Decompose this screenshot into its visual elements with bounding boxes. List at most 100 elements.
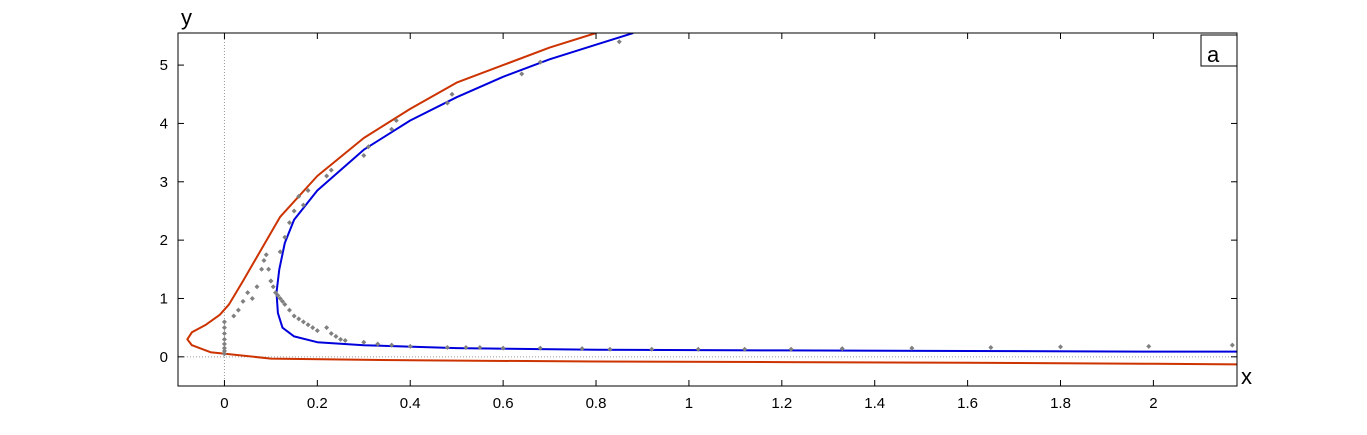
y-tick-label: 5 bbox=[160, 57, 168, 74]
data-point bbox=[361, 153, 367, 159]
data-point bbox=[221, 319, 227, 325]
x-tick-label: 1 bbox=[685, 395, 693, 412]
y-tick-label: 2 bbox=[160, 232, 168, 249]
axes: 0 0.2 0.4 0.6 0.8 1 1.2 1.4 1.6 1.8 2 0 1 2 3 4 5 bbox=[160, 32, 1238, 412]
data-point bbox=[324, 325, 330, 331]
data-point bbox=[270, 284, 276, 290]
data-point bbox=[286, 220, 292, 226]
data-point bbox=[742, 346, 748, 352]
data-point bbox=[407, 343, 413, 349]
y-tick-label: 0 bbox=[160, 349, 168, 366]
data-point bbox=[291, 208, 297, 214]
series-line-0 bbox=[186, 33, 1237, 366]
data-point bbox=[649, 346, 655, 352]
data-point bbox=[365, 144, 371, 150]
data-point bbox=[296, 316, 302, 322]
x-axis-label: x bbox=[1241, 364, 1252, 389]
data-point bbox=[235, 307, 241, 313]
data-point bbox=[280, 298, 286, 304]
data-point bbox=[328, 330, 334, 336]
series-points-2 bbox=[221, 39, 1235, 357]
data-point bbox=[282, 301, 288, 307]
y-tick-label: 4 bbox=[160, 115, 168, 132]
y-tick-label: 1 bbox=[160, 290, 168, 307]
data-point bbox=[275, 293, 281, 299]
data-point bbox=[519, 71, 525, 77]
data-point bbox=[231, 313, 237, 319]
data-point bbox=[477, 344, 483, 350]
data-point bbox=[240, 298, 246, 304]
data-point bbox=[221, 351, 227, 357]
data-point bbox=[259, 266, 265, 272]
x-tick-label: 1.2 bbox=[771, 395, 792, 412]
data-point bbox=[291, 313, 297, 319]
y-tick-label: 3 bbox=[160, 174, 168, 191]
y-axis-label: y bbox=[181, 5, 192, 30]
panel-label: a bbox=[1207, 42, 1220, 67]
series-line-1 bbox=[275, 33, 1237, 353]
data-point bbox=[282, 234, 288, 240]
x-tick-label: 0.6 bbox=[493, 395, 514, 412]
data-point bbox=[500, 345, 506, 351]
x-tick-label: 0 bbox=[220, 395, 228, 412]
x-tick-label: 1.6 bbox=[957, 395, 978, 412]
data-point bbox=[300, 202, 306, 208]
data-point bbox=[537, 345, 543, 351]
data-point bbox=[333, 333, 339, 339]
data-point bbox=[221, 345, 227, 351]
data-point bbox=[449, 91, 455, 97]
data-point bbox=[300, 319, 306, 325]
data-point bbox=[245, 290, 251, 296]
x-tick-label: 2 bbox=[1149, 395, 1157, 412]
x-tick-label: 1.8 bbox=[1050, 395, 1071, 412]
x-tick-label: 0.8 bbox=[586, 395, 607, 412]
data-point bbox=[286, 307, 292, 313]
data-point bbox=[221, 348, 227, 354]
x-tick-label: 1.4 bbox=[864, 395, 885, 412]
data-point bbox=[444, 100, 450, 106]
data-point bbox=[695, 346, 701, 352]
data-point bbox=[444, 344, 450, 350]
data-point bbox=[263, 252, 269, 258]
data-point bbox=[1229, 342, 1235, 348]
data-point bbox=[261, 258, 267, 264]
data-point bbox=[314, 328, 320, 334]
data-point bbox=[273, 290, 279, 296]
data-point bbox=[268, 278, 274, 284]
data-point bbox=[361, 339, 367, 345]
labels: y x a bbox=[181, 5, 1252, 389]
data-point bbox=[221, 330, 227, 336]
data-point bbox=[788, 346, 794, 352]
data-point bbox=[266, 266, 272, 272]
reference-lines bbox=[178, 33, 1237, 386]
data-point bbox=[375, 341, 381, 347]
data-point bbox=[324, 173, 330, 179]
data-point bbox=[310, 325, 316, 331]
data-point bbox=[342, 337, 348, 343]
data-point bbox=[277, 249, 283, 255]
data-point bbox=[221, 341, 227, 347]
data-point bbox=[1146, 343, 1152, 349]
data-point bbox=[616, 39, 622, 45]
data-point bbox=[296, 193, 302, 199]
data-point bbox=[537, 59, 543, 65]
x-tick-label: 0.4 bbox=[400, 395, 421, 412]
data-point bbox=[221, 325, 227, 331]
data-point bbox=[463, 344, 469, 350]
panel-label-box bbox=[1200, 34, 1238, 67]
data-point bbox=[389, 126, 395, 132]
data-point bbox=[338, 336, 344, 342]
data-point bbox=[249, 295, 255, 301]
data-point bbox=[839, 346, 845, 352]
data-point bbox=[1058, 344, 1063, 350]
data-point bbox=[607, 346, 613, 352]
data-point bbox=[305, 322, 311, 328]
data-point bbox=[389, 342, 395, 348]
data-point bbox=[393, 118, 399, 124]
plot-frame bbox=[177, 32, 1238, 387]
series-layer bbox=[186, 33, 1237, 366]
data-point bbox=[305, 188, 311, 194]
data-point bbox=[254, 284, 260, 290]
x-tick-label: 0.2 bbox=[307, 395, 328, 412]
